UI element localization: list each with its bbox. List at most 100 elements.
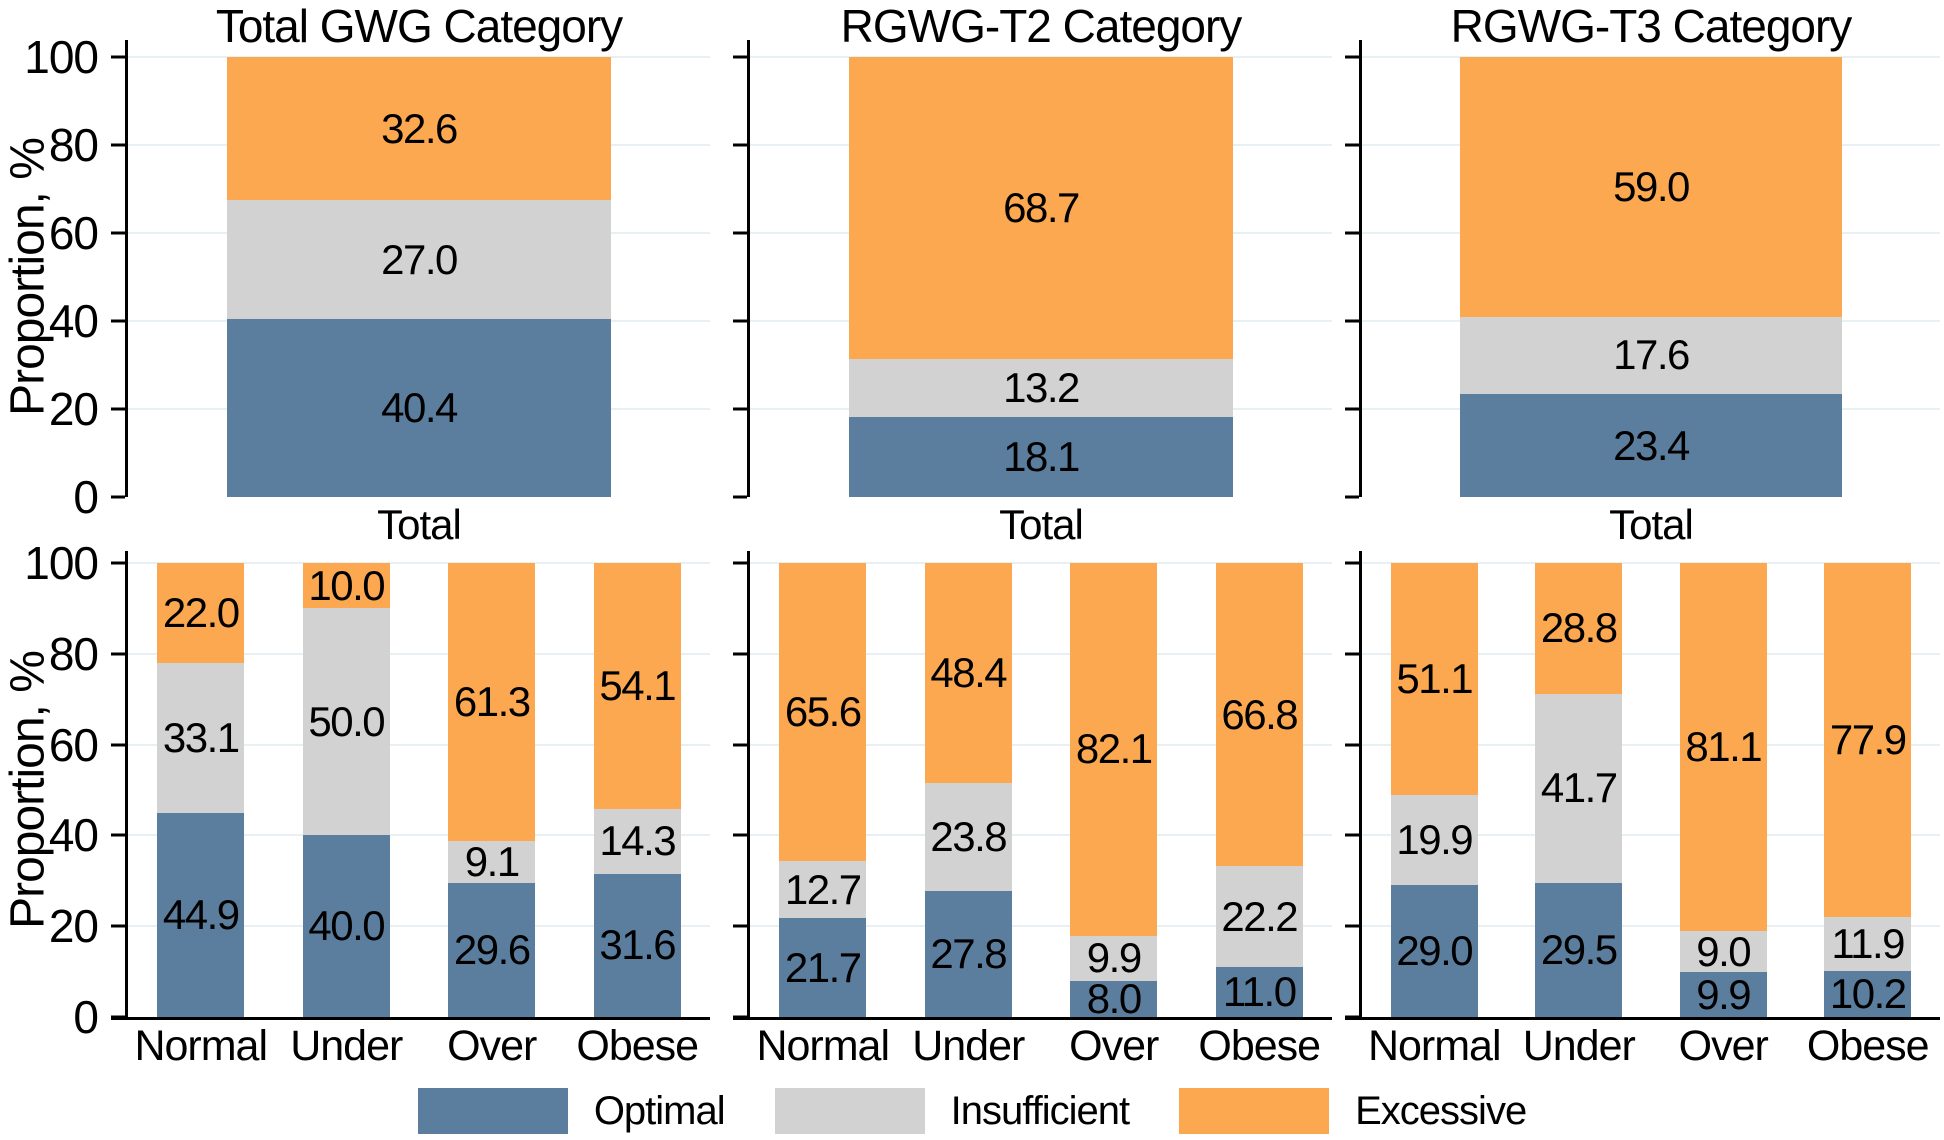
y-tick: [733, 495, 747, 499]
bar-value-label: 10.2: [1829, 969, 1907, 1017]
bar-value-label: 44.9: [162, 891, 240, 939]
x-axis-line: [733, 1017, 1332, 1020]
legend-swatch-insufficient: [774, 1088, 925, 1134]
x-tick-label: Over: [1069, 1022, 1159, 1070]
x-tick-label: Obese: [576, 1022, 699, 1070]
bottom-chart-plot: 29.0 19.9 51.1 29.5 41.7 28.8 9.9 9.0 81.1 10.2 11…: [1345, 551, 1940, 1020]
y-tick: [111, 495, 125, 499]
y-tick: [1345, 55, 1359, 59]
bar-segment-optimal: [593, 873, 681, 1017]
y-tick-label: 100: [24, 537, 99, 589]
bar-segment-optimal: [302, 835, 390, 1017]
bar-value-label: 41.7: [1540, 764, 1618, 812]
x-tick-label: Under: [912, 1022, 1025, 1070]
bar-segment-insufficient: [593, 808, 681, 874]
y-gridline: [1362, 834, 1940, 837]
y-tick: [111, 924, 125, 928]
legend-label-excessive: Excessive: [1355, 1088, 1527, 1133]
x-axis-line: [1345, 1017, 1940, 1020]
bar-value-label: 22.0: [162, 588, 240, 636]
bar-value-label: 8.0: [1086, 974, 1142, 1022]
legend-swatch-optimal: [417, 1088, 568, 1134]
y-axis-line: [1359, 551, 1362, 1020]
bar-value-label: 9.0: [1696, 927, 1751, 975]
bar-segment-excessive: [1460, 57, 1842, 317]
bar-segment-insufficient: [1679, 931, 1767, 973]
bar-segment-optimal: [1215, 967, 1303, 1017]
bar-segment-excessive: [1679, 563, 1767, 932]
bar-value-label: 31.6: [599, 921, 676, 969]
bar-segment-excessive: [302, 563, 390, 609]
bar-segment-excessive: [448, 563, 536, 842]
y-tick-label: 80: [48, 627, 99, 680]
y-tick-label: 0: [73, 991, 99, 1043]
bar-value-label: 9.9: [1086, 934, 1142, 982]
y-gridline: [750, 834, 1332, 837]
y-tick-label: 40: [48, 295, 99, 347]
bar-value-label: 54.1: [599, 661, 676, 709]
bar-value-label: 28.8: [1540, 604, 1618, 652]
y-tick: [1345, 407, 1359, 411]
bar-segment-optimal: [448, 882, 536, 1017]
x-tick-label: Normal: [756, 1022, 890, 1070]
panel-1-title: Total GWG Category: [215, 0, 623, 52]
bar-value-label: 19.9: [1396, 816, 1473, 864]
y-tick-label: 0: [73, 471, 99, 523]
bar-value-label: 21.7: [784, 943, 862, 991]
stacked-bar: 18.1 13.2 68.7: [848, 57, 1234, 497]
panel-3-x-axis-labels: Normal Under Over Obese: [1362, 1022, 1940, 1072]
bar-value-label: 23.8: [930, 812, 1007, 860]
x-tick-label: Obese: [1806, 1022, 1930, 1070]
y-axis-line: [125, 40, 128, 497]
bar-segment-insufficient: [226, 200, 612, 320]
bar-value-label: 27.0: [381, 235, 458, 283]
bar-segment-insufficient: [1824, 916, 1912, 971]
bar-value-label: 51.1: [1396, 654, 1473, 702]
bar-segment-insufficient: [1460, 316, 1842, 395]
y-gridline: [128, 652, 710, 655]
bar-segment-excessive: [593, 563, 681, 809]
y-gridline: [750, 652, 1332, 655]
y-tick-label: 100: [24, 31, 99, 83]
top-chart-plot: 23.4 17.6 59.0: [1345, 40, 1940, 499]
bar-value-label: 9.1: [464, 837, 520, 885]
stacked-bar: 21.7 12.7 65.6: [779, 563, 867, 1017]
y-tick: [1345, 743, 1359, 747]
bar-segment-optimal: [226, 319, 612, 497]
y-gridline: [128, 834, 710, 837]
stacked-bar: 8.0 9.9 82.1: [1070, 563, 1158, 1019]
y-tick: [111, 743, 125, 747]
stacked-bar: 29.6 9.1 61.3: [448, 563, 536, 1017]
top-chart-plot: 40.4 27.0 32.6 0 20 40 60 80 100: [24, 34, 710, 520]
panel-2-x-axis-labels: Normal Under Over Obese: [750, 1022, 1332, 1072]
y-tick-label: 80: [48, 119, 99, 171]
panel-3-title: RGWG-T3 Category: [1450, 0, 1853, 52]
bar-segment-insufficient: [924, 782, 1012, 891]
x-tick-label: Normal: [134, 1022, 268, 1070]
y-tick-label: 60: [48, 207, 99, 259]
y-tick-label: 20: [48, 900, 99, 953]
x-tick-label: Normal: [1367, 1022, 1502, 1070]
y-tick: [733, 407, 747, 411]
bar-value-label: 81.1: [1685, 723, 1762, 771]
bar-segment-excessive: [779, 563, 867, 861]
panel-3-total-label: Total: [1609, 501, 1694, 548]
legend-item-optimal: Optimal: [417, 1088, 726, 1134]
y-tick: [1345, 231, 1359, 235]
y-axis-line: [125, 551, 128, 1020]
legend-item-excessive: Excessive: [1179, 1088, 1527, 1134]
y-tick: [111, 407, 125, 411]
bar-value-label: 32.6: [381, 104, 458, 152]
y-tick: [111, 561, 125, 565]
stacked-bar: 40.4 27.0 32.6: [226, 57, 612, 497]
bar-segment-insufficient: [302, 608, 390, 836]
x-tick-label: Under: [290, 1022, 403, 1070]
top-chart-plot: 18.1 13.2 68.7: [733, 40, 1332, 499]
bar-value-label: 77.9: [1829, 715, 1907, 763]
bar-value-label: 29.0: [1396, 927, 1473, 975]
panel-1-x-axis-labels: Normal Under Over Obese: [128, 1022, 710, 1072]
bar-segment-optimal: [848, 417, 1234, 497]
bar-value-label: 29.6: [453, 925, 531, 973]
x-tick-label: Over: [1678, 1022, 1769, 1070]
